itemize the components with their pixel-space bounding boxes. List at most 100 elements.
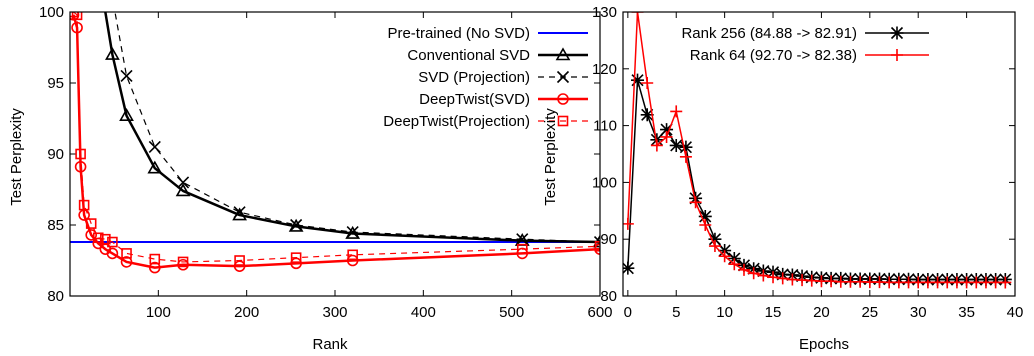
chart1-legend-label-1: Rank 64 (92.70 -> 82.38)	[690, 47, 857, 64]
chart1-series-0-point-0	[623, 261, 635, 275]
chart1-ytick-label-2: 100	[592, 174, 617, 191]
chart0-series-4-point-6	[100, 233, 111, 245]
chart0-series-4-line	[73, 12, 600, 263]
chart0-series-3-point-2	[74, 160, 87, 173]
chart0-series-3-point-4	[85, 229, 97, 241]
chart0-series-2-point-8	[346, 226, 359, 239]
chart0-xtick-label-2: 300	[322, 304, 347, 321]
chart0-series-4-point-9	[149, 253, 161, 265]
chart1-xtick-label-2: 10	[716, 304, 733, 321]
chart0-series-4-point-2	[75, 148, 86, 160]
chart0-legend-marker-1	[555, 47, 571, 61]
chart1-series-1-point-6	[679, 150, 692, 163]
chart0-series-4-point-14	[516, 243, 528, 255]
chart0-legend: Pre-trained (No SVD) Conventional SVD SVD …	[383, 25, 588, 130]
chart1-series-1-point-2	[641, 77, 654, 89]
chart1-legend-marker-1	[891, 49, 903, 61]
chart1-series-1-point-13	[747, 267, 760, 280]
chart1-plot-area	[623, 12, 1012, 289]
chart0-xtick-label-3: 400	[411, 304, 436, 321]
chart0-ytick-label-4: 100	[39, 4, 64, 21]
chart1-series-1-point-39	[999, 276, 1012, 289]
chart1-ytick-label-3: 110	[593, 118, 617, 135]
chart0-series-2-point-3	[120, 69, 133, 82]
chart0-series-4-point-5	[92, 232, 104, 244]
chart0-legend-marker-4	[557, 115, 569, 127]
chart1-xtick-label-1: 5	[672, 304, 680, 321]
chart0-series-4-point-10	[177, 256, 189, 268]
chart0-xlabel: Rank	[312, 336, 348, 353]
chart0-series-2-point-4	[148, 140, 161, 153]
chart1-series-0-point-8	[698, 209, 712, 223]
chart1-series-1-point-3	[650, 139, 663, 152]
chart0-series-4-point-8	[121, 248, 132, 259]
chart1-xtick-label-4: 20	[813, 304, 830, 321]
chart0-series-3-line	[72, 14, 600, 269]
epochs-perplexity-chart: Epochs Test Perplexity 0 5 10 15 20 25 30 35 40 8…	[542, 4, 1023, 353]
chart1-series-1-point-9	[708, 240, 721, 253]
chart0-ytick-label-2: 90	[47, 146, 64, 163]
chart1-xtick-label-5: 25	[861, 304, 878, 321]
chart0-series-1-point-2	[105, 46, 120, 60]
chart1-series-1-point-8	[699, 219, 712, 231]
chart1-ytick-label-1: 90	[600, 231, 617, 248]
chart1-frame	[622, 11, 1016, 297]
chart0-legend-label-4: DeepTwist(Projection)	[383, 113, 530, 130]
chart0-legend-label-2: SVD (Projection)	[418, 69, 530, 86]
chart0-frame	[69, 11, 601, 297]
chart1-xtick-label-8: 40	[1007, 304, 1024, 321]
chart0-series-2-point-9	[516, 233, 529, 246]
chart1-series-1-point-7	[689, 196, 702, 209]
chart0-series-1-point-3	[119, 108, 134, 121]
chart1-series-1-point-0	[623, 217, 634, 230]
chart1-xtick-label-7: 35	[958, 304, 975, 321]
chart0-series-1-point-4	[147, 160, 163, 174]
chart0-series-4-point-15	[594, 241, 600, 252]
chart1-ylabel: Test Perplexity	[542, 108, 559, 206]
chart0-series-4-point-12	[290, 252, 302, 263]
chart0-series-3-point-9	[149, 261, 161, 274]
chart0-legend-marker-3	[557, 93, 569, 105]
chart1-series-1-point-1	[631, 12, 644, 18]
chart0-ytick-label-1: 85	[47, 217, 64, 234]
chart1-series-1-point-11	[728, 258, 741, 271]
chart1-series-0-point-6	[679, 140, 693, 154]
chart0-plot-area	[70, 12, 600, 274]
chart0-series-4-point-1	[71, 12, 83, 21]
chart1-series-1-point-10	[718, 250, 731, 263]
chart0-ylabel: Test Perplexity	[8, 108, 25, 206]
chart1-series-0-point-1	[631, 73, 645, 87]
chart1-xtick-label-0: 0	[624, 304, 632, 321]
chart1-series-0-point-2	[640, 108, 654, 122]
chart1-series-1-point-5	[670, 105, 683, 118]
chart0-series-1-line	[104, 12, 600, 244]
chart0-series-4-point-13	[347, 249, 358, 261]
chart0-series-2-point-7	[290, 218, 303, 232]
chart1-series-0-point-4	[660, 123, 674, 137]
chart0-series-4-point-11	[234, 255, 245, 266]
chart0-legend-marker-2	[556, 70, 570, 84]
chart0-series-4-point-3	[78, 199, 90, 211]
chart0-series-1-point-5	[175, 183, 191, 197]
chart1-xtick-label-6: 30	[910, 304, 927, 321]
chart1-legend-label-0: Rank 256 (84.88 -> 82.91)	[681, 25, 857, 42]
chart0-series-2-point-5	[177, 176, 190, 189]
chart1-series-1-point-14	[757, 269, 770, 282]
chart0-series-3-point-13	[346, 254, 359, 267]
chart1-ytick-label-4: 120	[592, 61, 617, 78]
chart0-series-2-point-6	[233, 206, 246, 219]
chart1-legend: Rank 256 (84.88 -> 82.91) Rank 64 (92.70 …	[681, 25, 929, 64]
chart0-xtick-label-0: 100	[146, 304, 171, 321]
chart1-legend-marker-0	[890, 26, 904, 40]
chart0-legend-label-3: DeepTwist(SVD)	[419, 91, 530, 108]
chart0-xtick-label-5: 600	[587, 304, 612, 321]
chart1-xtick-label-3: 15	[765, 304, 782, 321]
chart1-series-1-point-15	[767, 271, 780, 284]
chart0-series-3-point-7	[106, 247, 119, 260]
chart1-series-0-point-5	[669, 138, 683, 152]
chart0-series-4-point-7	[107, 236, 118, 248]
chart0-series-3-point-12	[290, 257, 302, 270]
chart0-series-2-line	[114, 12, 600, 243]
chart1-ytick-label-5: 130	[592, 4, 617, 21]
